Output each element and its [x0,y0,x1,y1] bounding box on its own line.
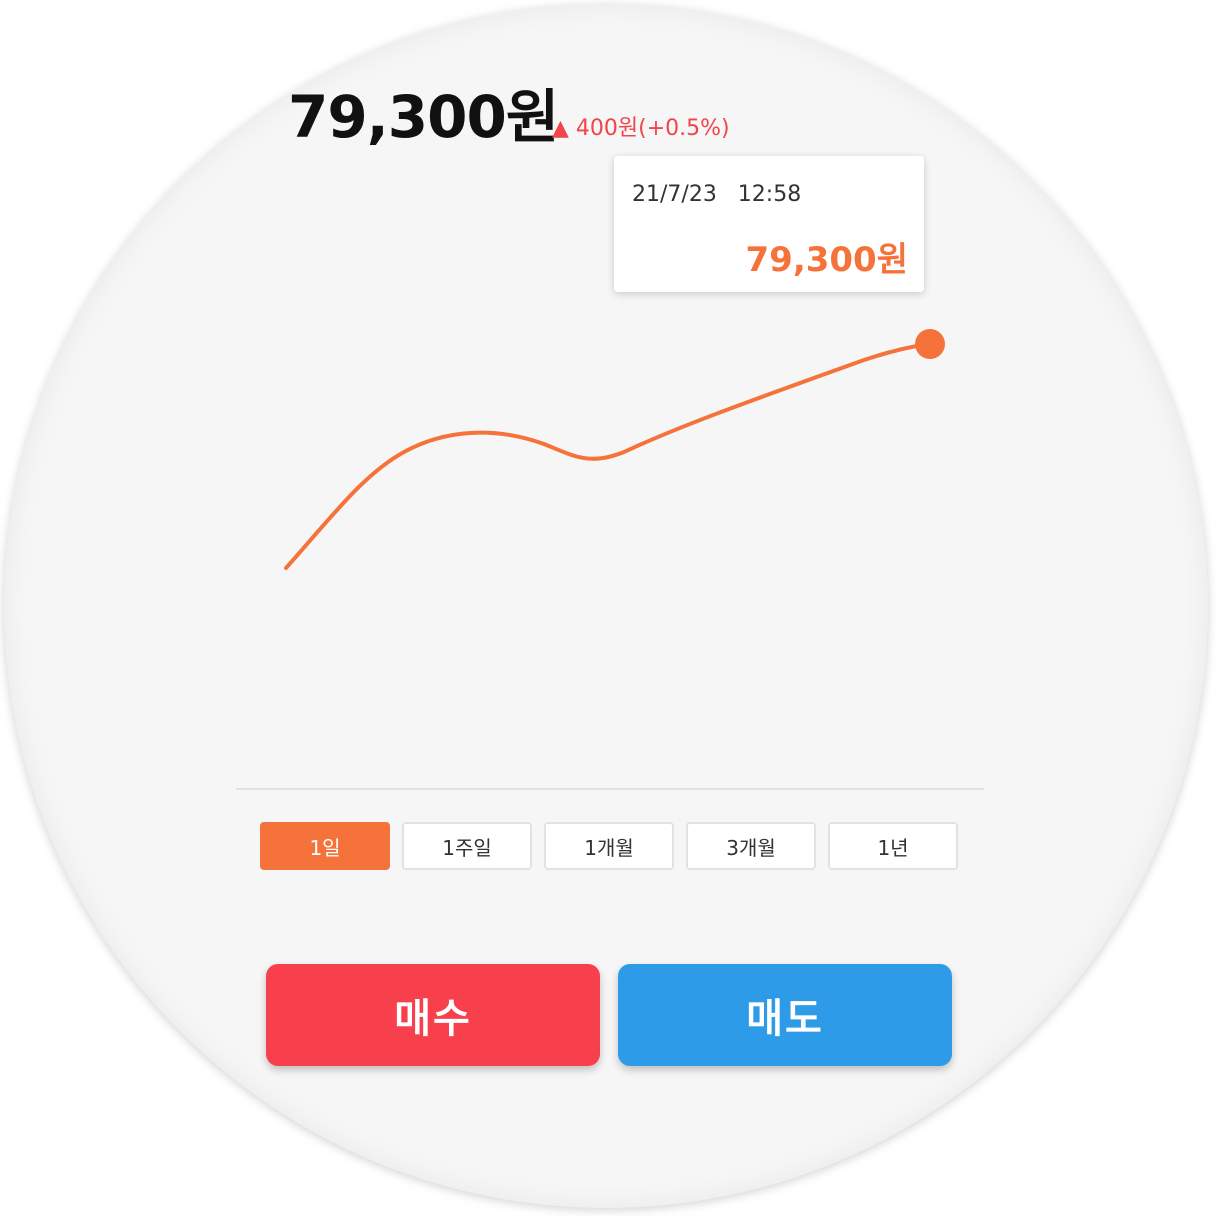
range-selector: 1일 1주일 1개월 3개월 1년 [260,822,958,870]
current-point-marker[interactable] [915,329,945,359]
trade-actions: 매수 매도 [266,964,952,1066]
price-change: ▲ 400원(+0.5%) [552,116,730,141]
range-1m-button[interactable]: 1개월 [544,822,674,870]
range-1d-button[interactable]: 1일 [260,822,390,870]
range-3m-button[interactable]: 3개월 [686,822,816,870]
tooltip-datetime: 21/7/23 12:58 [632,182,802,207]
range-1y-button[interactable]: 1년 [828,822,958,870]
price-line [284,342,932,570]
stock-detail-screen: … 79,300원 ▲ 400원(+0.5%) 21/7/23 12:58 79… [4,4,1208,1208]
stock-name-partial: … [364,4,406,28]
current-price: 79,300원 [288,83,559,151]
chart-divider [236,788,984,790]
price-line-chart[interactable] [4,4,1208,1208]
sell-button[interactable]: 매도 [618,964,952,1066]
tooltip-price: 79,300원 [745,240,908,280]
price-tooltip: 21/7/23 12:58 79,300원 [614,156,924,292]
buy-button[interactable]: 매수 [266,964,600,1066]
range-1w-button[interactable]: 1주일 [402,822,532,870]
